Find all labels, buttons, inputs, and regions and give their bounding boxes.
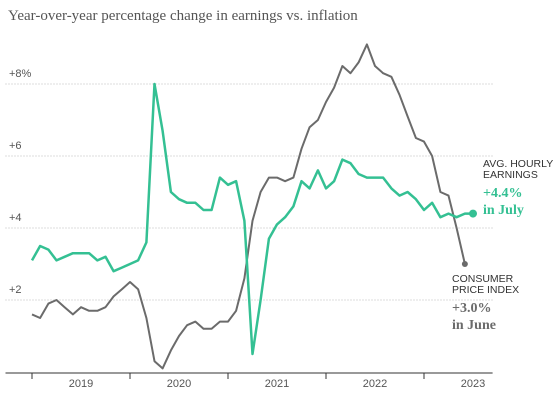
annotation-label: CONSUMER [452,273,514,285]
annotation-label: EARNINGS [483,169,538,181]
y-tick-label: +8% [9,68,32,80]
y-tick-label: +4 [9,212,22,224]
series-line [30,82,473,356]
annotation-value: +4.4% [483,186,522,201]
annotation-value: +3.0% [452,301,491,316]
end-dot [469,209,477,218]
annotation-label: PRICE INDEX [452,284,519,296]
annotation-period: in July [483,203,524,218]
chart-title: Year-over-year percentage change in earn… [8,8,358,24]
annotation-period: in June [452,318,496,333]
y-tick-label: +2 [9,284,22,296]
series-line [31,43,466,370]
x-tick-label: 2019 [69,378,93,390]
y-tick-label: +6 [9,140,22,152]
x-tick-label: 2023 [461,378,485,390]
annotation-label: AVG. HOURLY [483,158,553,170]
x-tick-label: 2022 [363,378,387,390]
end-dot [461,261,468,267]
x-tick-label: 2021 [265,378,289,390]
x-tick-label: 2020 [167,378,191,390]
